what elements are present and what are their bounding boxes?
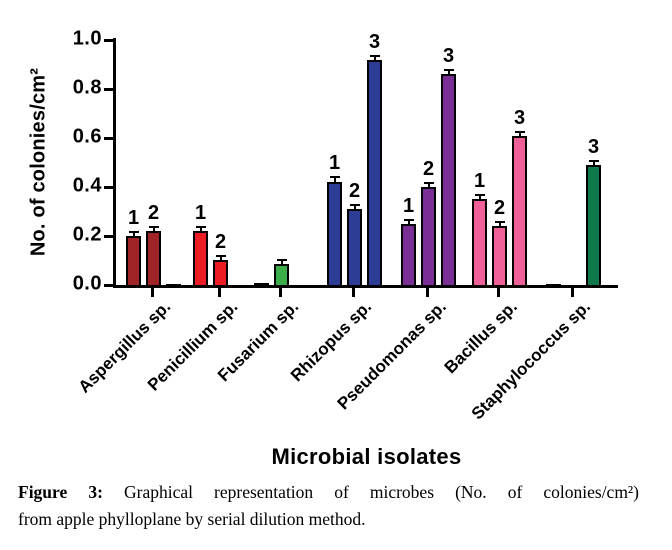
x-tick <box>279 288 282 297</box>
bar <box>586 165 601 287</box>
error-bar-cap <box>128 231 139 233</box>
x-tick <box>426 288 429 297</box>
bar-label: 3 <box>587 136 600 158</box>
caption-line-1: Figure 3: Graphical representation of mi… <box>18 479 639 506</box>
error-bar-cap <box>423 182 434 184</box>
error-bar <box>219 257 222 260</box>
bar-label: 3 <box>368 31 381 53</box>
bar <box>421 187 436 287</box>
bar <box>441 74 456 287</box>
bar <box>347 209 362 287</box>
y-tick <box>104 39 113 42</box>
error-bar <box>132 233 135 236</box>
bar-label: 2 <box>147 202 160 224</box>
error-bar <box>592 162 595 165</box>
caption-line-1-text: Graphical representation of microbes (No… <box>123 482 640 502</box>
error-bar-cap <box>349 204 360 206</box>
error-bar-cap <box>494 221 505 223</box>
bar-label: 2 <box>493 197 506 219</box>
x-axis-title: Microbial isolates <box>271 444 462 469</box>
bar <box>126 236 141 287</box>
bar <box>472 199 487 287</box>
x-tick <box>571 288 574 297</box>
caption-line-2: from apple phylloplane by serial dilutio… <box>18 508 366 529</box>
bar-label: 1 <box>473 170 486 192</box>
y-axis-line <box>113 38 116 288</box>
error-bar-cap <box>276 259 287 261</box>
y-tick-label: 0.0 <box>72 272 102 295</box>
error-bar <box>373 57 376 60</box>
error-bar-cap <box>514 131 525 133</box>
error-bar <box>478 196 481 199</box>
bar <box>213 260 228 287</box>
y-tick-label: 0.6 <box>72 125 102 148</box>
error-bar-cap <box>329 176 340 178</box>
error-bar <box>498 223 501 226</box>
error-bar-cap <box>588 160 599 162</box>
bar <box>327 182 342 287</box>
bar-label: 1 <box>328 152 341 174</box>
bar <box>401 224 416 287</box>
y-tick <box>104 137 113 140</box>
error-bar-cap <box>403 219 414 221</box>
error-bar <box>407 221 410 224</box>
error-bar-cap <box>195 226 206 228</box>
bar-label: 1 <box>194 202 207 224</box>
y-tick-label: 0.4 <box>72 174 102 197</box>
error-bar-cap <box>443 69 454 71</box>
error-bar <box>518 133 521 136</box>
figure-caption: Figure 3: Graphical representation of mi… <box>18 479 639 532</box>
bar <box>193 231 208 287</box>
error-bar <box>152 228 155 231</box>
y-tick-label: 0.2 <box>72 223 102 246</box>
y-tick <box>104 284 113 287</box>
error-bar <box>447 71 450 74</box>
y-tick-label: 1.0 <box>72 27 102 50</box>
x-tick <box>151 288 154 297</box>
y-tick <box>104 88 113 91</box>
x-tick <box>218 288 221 297</box>
error-bar <box>199 228 202 231</box>
bar <box>546 284 561 288</box>
bar <box>492 226 507 287</box>
bar-label: 1 <box>127 207 140 229</box>
y-tick <box>104 235 113 238</box>
bar <box>274 264 289 287</box>
caption-figure-label: Figure 3: <box>18 482 103 502</box>
bar-label: 2 <box>348 180 361 202</box>
y-tick-label: 0.8 <box>72 76 102 99</box>
x-axis-line <box>113 285 618 288</box>
x-category-label: Bacillus sp. <box>440 297 521 378</box>
bar-label: 1 <box>402 195 415 217</box>
bar-label: 3 <box>442 45 455 67</box>
x-tick <box>497 288 500 297</box>
bar <box>512 136 527 287</box>
bar <box>166 284 181 288</box>
bar <box>254 283 269 287</box>
error-bar <box>333 178 336 182</box>
error-bar-cap <box>215 255 226 257</box>
error-bar <box>280 261 283 264</box>
bar-label: 2 <box>422 158 435 180</box>
error-bar-cap <box>369 55 380 57</box>
bar-label: 3 <box>513 107 526 129</box>
error-bar-cap <box>148 226 159 228</box>
y-tick <box>104 186 113 189</box>
x-tick <box>352 288 355 297</box>
y-axis-title: No. of colonies/cm² <box>27 67 50 257</box>
error-bar <box>427 184 430 187</box>
bar <box>146 231 161 287</box>
error-bar <box>353 206 356 209</box>
bar <box>367 60 382 287</box>
error-bar-cap <box>474 194 485 196</box>
bar-label: 2 <box>214 231 227 253</box>
